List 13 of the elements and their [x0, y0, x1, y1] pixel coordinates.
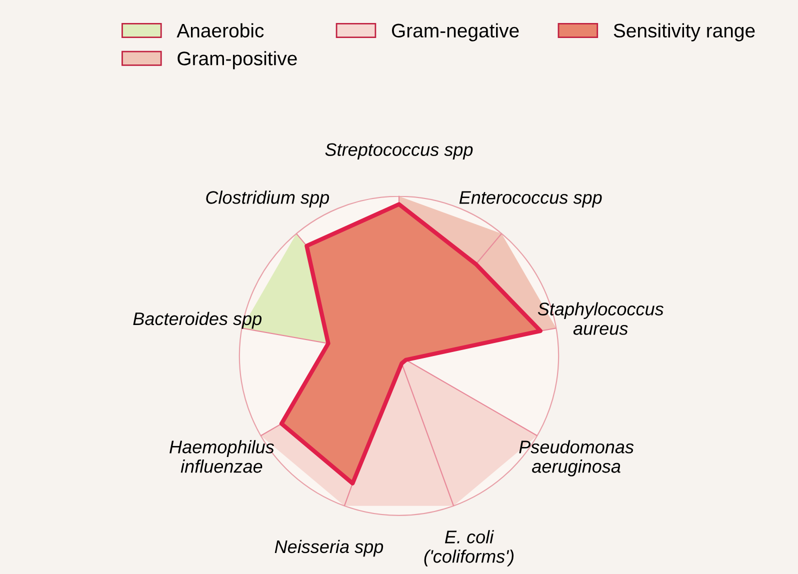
spoke-label: Clostridium spp — [206, 190, 330, 208]
spoke-label: Bacteroides spp — [133, 312, 262, 329]
legend-label: Anaerobic — [176, 23, 264, 38]
legend-label: Sensitivity range — [614, 23, 755, 42]
spoke-label: E. coli ('coliforms') — [424, 530, 514, 566]
legend-label: Gram-positive — [178, 51, 297, 70]
spoke-label: Neisseria spp — [274, 540, 384, 557]
spoke-label: Pseudomonas aeruginosa — [519, 440, 634, 476]
spoke-label: Enterococcus spp — [459, 191, 602, 208]
legend-label: Gram-negative — [392, 23, 519, 42]
spoke-label: Staphylococcus aureus — [538, 302, 664, 335]
spoke-label: Haemophilus influenzae — [170, 440, 274, 473]
spoke-label: Streptococcus spp — [325, 143, 473, 160]
